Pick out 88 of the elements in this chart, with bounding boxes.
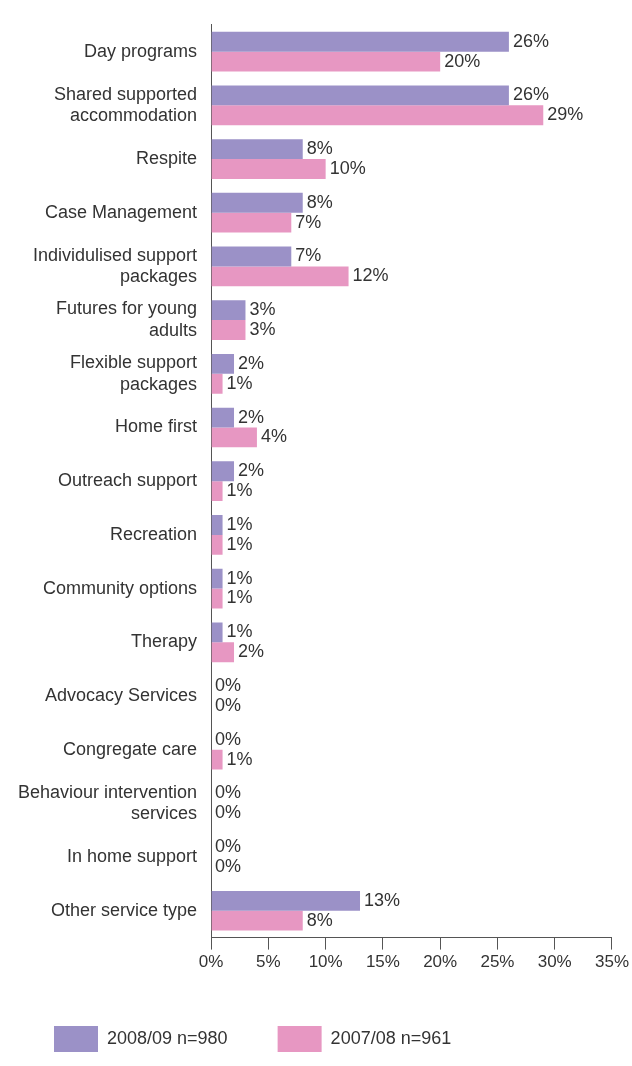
bar [211,461,235,482]
data-label: 2% [238,352,265,373]
bar [211,212,292,233]
data-label: 12% [352,265,389,286]
data-label: 1% [226,748,253,769]
x-tick-label: 35% [594,952,629,972]
data-label: 1% [226,513,253,534]
data-label: 2% [238,641,265,662]
data-label: 20% [444,50,481,71]
data-label: 0% [215,855,242,876]
x-tick-label: 5% [256,952,281,972]
data-label: 1% [226,480,253,501]
y-tick-label: Flexible support packages [70,351,198,394]
legend-label: 2008/09 n=980 [107,1027,228,1048]
bar [211,588,223,609]
bar [211,515,223,535]
y-tick-label: Outreach support [58,470,198,491]
y-tick-label: Shared supported accommodation [54,83,198,126]
y-tick-label: Congregate care [63,738,198,759]
bar [211,427,257,448]
y-tick-label: Futures for young adults [56,298,198,340]
data-label: 4% [260,426,287,447]
y-tick-label: Respite [136,148,198,168]
data-label: 3% [249,319,276,340]
y-tick-label: Therapy [131,631,198,652]
bar [211,642,235,663]
data-label: 0% [215,728,242,749]
bar [211,159,326,179]
x-tick-label: 20% [423,952,458,972]
data-label: 8% [306,909,333,930]
data-label: 29% [547,104,584,125]
y-tick-label: Home first [115,416,198,437]
bar [211,890,361,911]
bar [211,407,235,428]
bar [211,568,223,589]
y-tick-label: In home support [67,846,198,867]
data-label: 1% [226,587,253,608]
data-label: 26% [512,84,549,105]
data-label: 1% [226,533,253,554]
bar [211,749,223,770]
y-tick-label: Behaviour intervention services [17,781,198,824]
data-label: 0% [215,836,242,857]
data-label: 8% [306,138,333,159]
bar [211,246,292,267]
bar [211,266,349,287]
x-tick-label: 25% [480,952,515,972]
data-label: 3% [249,299,276,320]
y-tick-label: Community options [43,577,198,598]
bar [211,192,303,213]
x-tick-label: 0% [198,952,224,972]
y-tick-label: Other service type [51,899,198,920]
y-tick-label: Day programs [84,40,198,61]
data-label: 1% [226,567,253,588]
legend-label: 2007/08 n=961 [330,1027,452,1048]
data-label: 7% [295,211,322,232]
bar [211,353,235,374]
bar [211,373,223,394]
data-label: 1% [226,621,253,642]
data-label: 7% [295,245,322,266]
bar [211,51,441,72]
data-label: 0% [215,694,242,715]
data-label: 2% [238,460,265,481]
bar [211,300,246,321]
bar [211,910,303,931]
y-tick-label: Recreation [110,523,198,544]
y-tick-label: Case Management [45,201,198,222]
bar [211,105,544,126]
y-tick-label: Individulised support packages [33,244,198,287]
bar [211,31,509,52]
data-label: 13% [364,889,401,910]
data-label: 10% [329,157,366,178]
bar [211,534,223,555]
data-label: 26% [512,30,549,51]
bar [211,85,509,106]
data-label: 0% [215,782,242,803]
bar [211,622,223,643]
data-label: 0% [215,675,242,696]
bar [211,139,303,160]
data-label: 2% [238,406,265,427]
data-label: 0% [215,802,242,823]
y-tick-label: Advocacy Services [45,684,198,705]
x-tick-label: 15% [365,952,400,972]
bar [211,320,246,340]
x-tick-label: 10% [308,952,343,972]
data-label: 1% [226,372,253,393]
x-tick-label: 30% [537,952,572,972]
data-label: 8% [306,191,333,212]
bar [211,481,223,502]
